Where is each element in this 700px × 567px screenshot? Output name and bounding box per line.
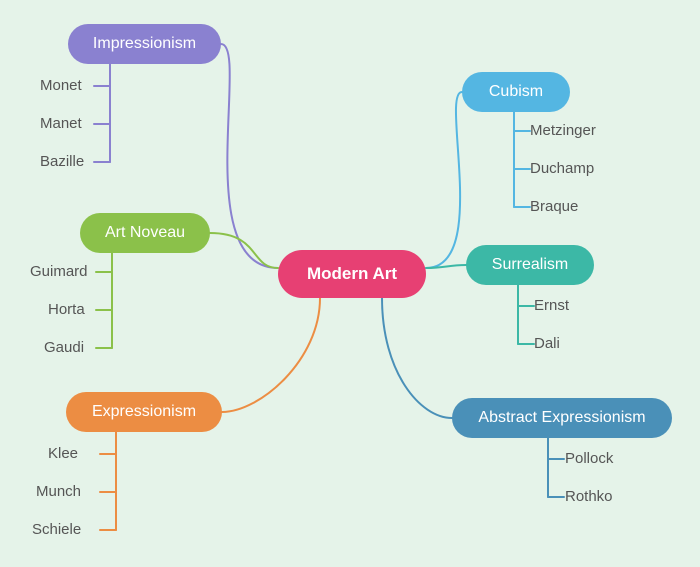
branch-impressionism[interactable]: Impressionism: [68, 24, 221, 64]
leaf-abstract-expressionism-0[interactable]: Pollock: [565, 449, 613, 469]
leaf-cubism-0[interactable]: Metzinger: [530, 121, 596, 141]
leaf-art-noveau-1[interactable]: Horta: [48, 300, 85, 320]
branch-abstract-expressionism[interactable]: Abstract Expressionism: [452, 398, 672, 438]
leaf-cubism-2[interactable]: Braque: [530, 197, 578, 217]
branch-expressionism[interactable]: Expressionism: [66, 392, 222, 432]
leaf-expressionism-0[interactable]: Klee: [48, 444, 78, 464]
leaf-impressionism-0[interactable]: Monet: [40, 76, 82, 96]
leaf-abstract-expressionism-1[interactable]: Rothko: [565, 487, 613, 507]
center-node[interactable]: Modern Art: [278, 250, 426, 298]
leaf-surrealism-0[interactable]: Ernst: [534, 296, 569, 316]
branch-surrealism[interactable]: Surrealism: [466, 245, 594, 285]
leaf-surrealism-1[interactable]: Dali: [534, 334, 560, 354]
leaf-art-noveau-0[interactable]: Guimard: [30, 262, 88, 282]
leaf-cubism-1[interactable]: Duchamp: [530, 159, 594, 179]
branch-cubism[interactable]: Cubism: [462, 72, 570, 112]
leaf-impressionism-2[interactable]: Bazille: [40, 152, 84, 172]
mindmap-stage: Modern Art Impressionism Monet Manet Bazill…: [0, 0, 700, 567]
branch-art-noveau[interactable]: Art Noveau: [80, 213, 210, 253]
leaf-expressionism-1[interactable]: Munch: [36, 482, 81, 502]
leaf-impressionism-1[interactable]: Manet: [40, 114, 82, 134]
leaf-art-noveau-2[interactable]: Gaudi: [44, 338, 84, 358]
leaf-expressionism-2[interactable]: Schiele: [32, 520, 81, 540]
